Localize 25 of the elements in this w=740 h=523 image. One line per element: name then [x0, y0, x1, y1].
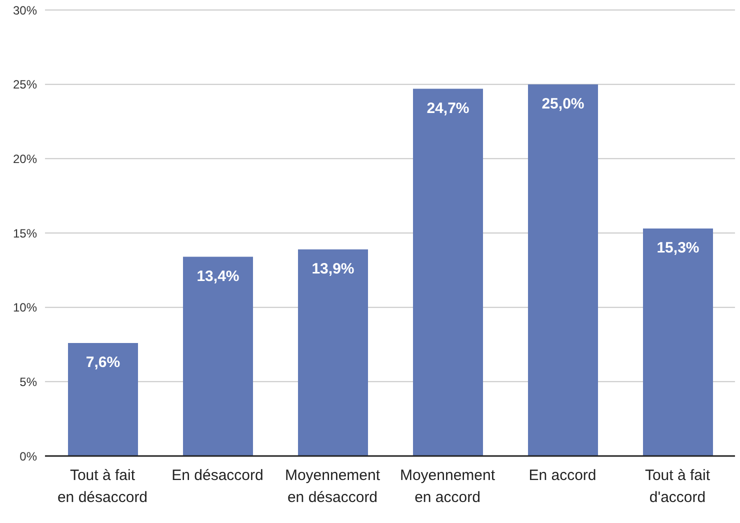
y-tick-label: 25% [12, 78, 38, 92]
data-label: 24,7% [426, 100, 470, 117]
x-tick-label: En désaccord [172, 467, 264, 484]
y-tick-label: 0% [20, 449, 38, 464]
data-label: 25,0% [542, 95, 584, 112]
data-label: 7,6% [86, 354, 120, 372]
bar [298, 249, 368, 456]
x-tick-label: Moyennement en accord [400, 467, 496, 506]
bar [528, 84, 598, 456]
y-tick-label: 15% [12, 226, 38, 240]
x-tick-label: Moyennement en désaccord [284, 467, 381, 506]
x-tick-label: Tout à fait en désaccord [57, 467, 148, 506]
y-tick-label: 10% [12, 300, 38, 315]
bar [183, 256, 253, 456]
data-label: 13,4% [196, 268, 240, 285]
bar [413, 88, 483, 456]
x-tick-label: En accord [528, 467, 596, 484]
bar [68, 343, 138, 456]
y-tick-label: 30% [12, 3, 38, 18]
bar [643, 228, 713, 456]
y-tick-label: 20% [12, 152, 38, 166]
data-label: 15,3% [656, 240, 700, 257]
data-label: 13,9% [312, 260, 354, 278]
y-tick-label: 5% [20, 374, 38, 389]
x-tick-label: Tout à fait d'accord [644, 467, 711, 506]
